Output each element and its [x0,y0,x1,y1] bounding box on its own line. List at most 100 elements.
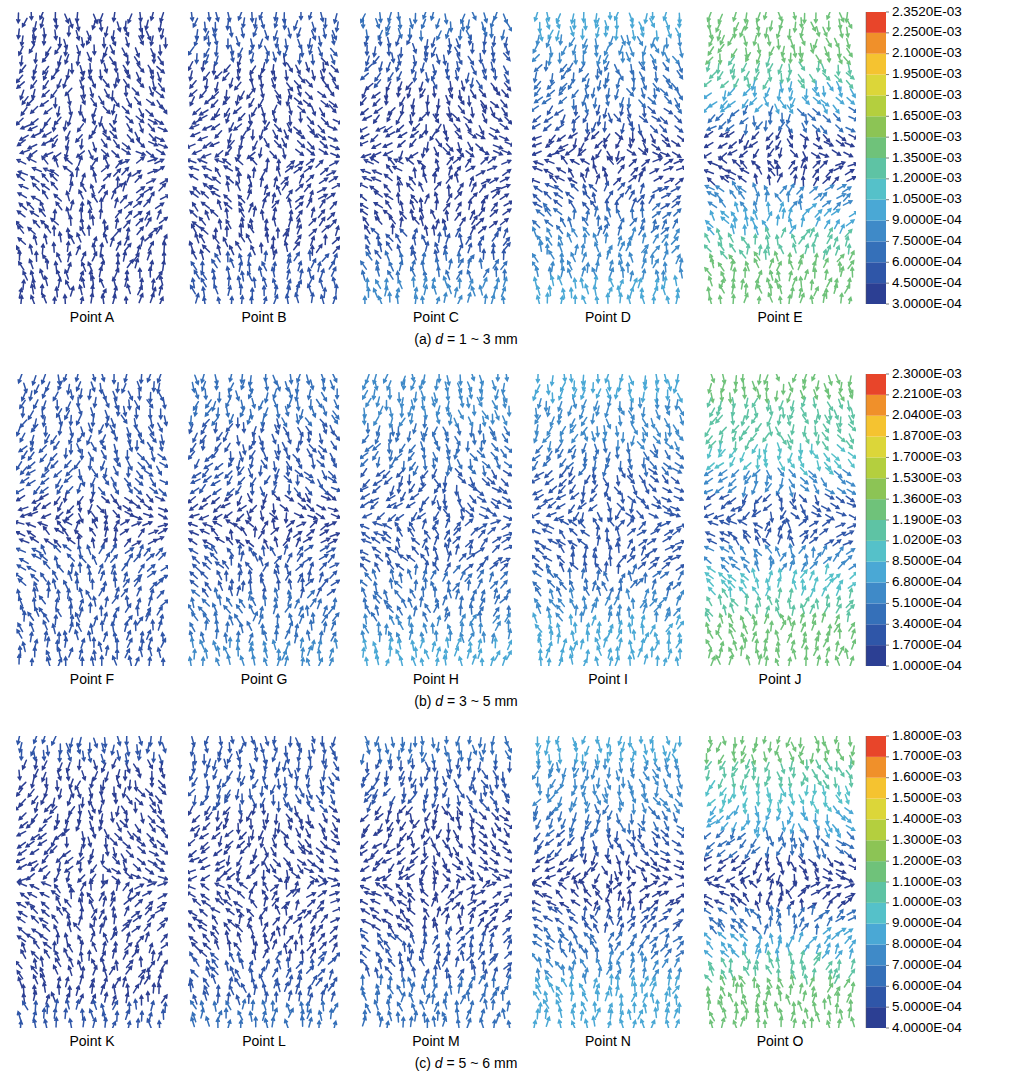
displacement-arrow [469,35,472,44]
displacement-arrow [43,71,47,80]
displacement-arrow [264,251,267,260]
displacement-arrow [123,182,126,191]
displacement-arrow [849,107,856,112]
displacement-arrow [492,233,498,241]
displacement-arrow [333,237,340,243]
displacement-arrow [630,218,636,225]
displacement-arrow [543,98,551,103]
displacement-arrow [457,62,460,71]
displacement-arrow [631,209,634,218]
displacement-arrow [239,140,242,149]
displacement-arrow [535,267,538,276]
displacement-arrow [471,226,475,235]
displacement-arrow [436,124,441,132]
displacement-arrow [116,242,120,251]
displacement-arrow [52,71,57,79]
displacement-arrow [425,125,428,134]
displacement-arrow [413,72,416,81]
displacement-arrow [112,12,115,21]
displacement-arrow [609,37,613,46]
displacement-arrow [410,139,416,146]
displacement-arrow [707,126,716,130]
displacement-arrow [574,106,577,115]
displacement-arrow [595,243,599,252]
displacement-arrow [559,35,562,44]
displacement-arrow [740,151,747,157]
displacement-arrow [641,27,644,36]
displacement-arrow [190,175,198,180]
displacement-arrow [42,174,48,181]
displacement-arrow [728,88,734,95]
displacement-arrow [665,54,669,63]
displacement-arrow [747,78,750,87]
displacement-arrow [504,66,508,74]
displacement-arrow [19,185,28,189]
displacement-arrow [294,98,301,104]
displacement-arrow [137,187,145,193]
displacement-arrow [135,97,141,104]
displacement-arrow [216,151,223,157]
displacement-arrow [319,194,327,198]
displacement-arrow [674,276,677,285]
displacement-arrow [621,268,624,277]
displacement-arrow [79,156,83,165]
displacement-arrow [537,296,540,304]
displacement-arrow [604,134,609,142]
displacement-arrow [469,200,472,209]
displacement-arrow [236,37,239,46]
displacement-arrow [194,37,198,46]
displacement-arrow [318,210,324,217]
displacement-arrow [54,30,57,39]
displacement-arrow [260,243,263,252]
displacement-arrow [449,260,452,269]
displacement-arrow [217,245,220,254]
displacement-arrow [545,220,552,226]
displacement-arrow [212,260,217,268]
displacement-arrow [196,294,199,303]
displacement-arrow [215,72,222,79]
displacement-arrow [67,27,70,36]
displacement-arrow [457,149,463,156]
displacement-arrow [203,126,212,130]
displacement-arrow [573,19,576,28]
displacement-arrow [435,182,441,189]
displacement-arrow [300,174,304,183]
displacement-arrow [835,38,839,47]
displacement-arrow [568,269,572,278]
displacement-arrow [141,29,144,38]
displacement-arrow [618,165,624,173]
displacement-arrow [218,220,221,229]
displacement-arrow [306,175,313,181]
displacement-arrow [294,21,298,30]
displacement-arrow [585,285,588,294]
displacement-arrow [190,90,197,96]
displacement-arrow [477,81,482,89]
displacement-arrow [506,45,509,54]
displacement-arrow [671,237,677,244]
displacement-arrow [562,46,566,54]
displacement-arrow [229,123,233,132]
displacement-arrow [113,115,116,124]
displacement-arrow [331,153,340,157]
vector-panel [188,12,340,304]
displacement-arrow [823,73,830,80]
displacement-arrow [35,252,38,261]
displacement-arrow [214,285,218,294]
displacement-arrow [202,154,211,158]
displacement-arrow [112,36,116,45]
displacement-arrow [125,27,129,36]
displacement-arrow [500,124,508,129]
displacement-arrow [615,90,618,99]
displacement-arrow [653,260,658,268]
displacement-arrow [163,242,166,251]
vector-panel [360,12,512,304]
displacement-arrow [188,47,194,55]
displacement-arrow [92,244,95,253]
displacement-arrow [360,127,367,132]
displacement-arrow [287,270,290,279]
displacement-arrow [477,219,484,226]
displacement-arrow [379,13,382,22]
displacement-arrow [132,88,138,95]
displacement-arrow [327,171,335,175]
displacement-arrow [493,145,502,149]
